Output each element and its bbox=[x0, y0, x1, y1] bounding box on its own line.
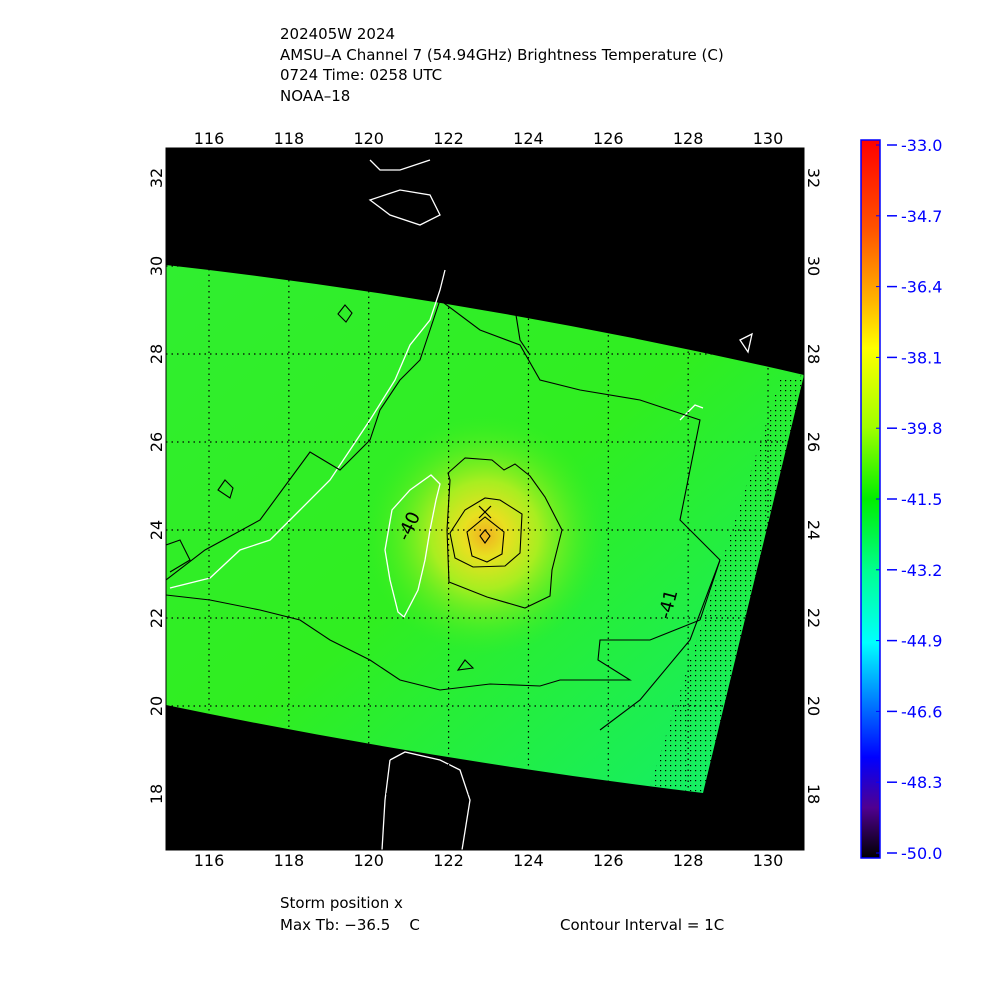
contour-closed-small-2 bbox=[456, 659, 475, 671]
lon-tick-bottom: 128 bbox=[673, 851, 704, 870]
lat-tick-left: 22 bbox=[147, 608, 166, 628]
lat-tick-left: 26 bbox=[147, 432, 166, 452]
storm-position-marker bbox=[478, 505, 492, 519]
contour-segment-2 bbox=[515, 314, 531, 356]
map-plot: -40 -41 bbox=[166, 148, 804, 850]
colorbar-label: -50.0 bbox=[901, 844, 942, 863]
lon-tick-top: 120 bbox=[353, 129, 384, 148]
colorbar-label: -43.2 bbox=[901, 561, 942, 580]
colorbar-label: -36.4 bbox=[901, 278, 942, 297]
contour-segment bbox=[166, 539, 191, 573]
colorbar-ticks: -33.0 -34.7 -36.4 -38.1 -39.8 -41.5 -43.2 -44.9… bbox=[876, 136, 942, 863]
lat-tick-right: 18 bbox=[804, 784, 823, 804]
lon-tick-top: 126 bbox=[593, 129, 624, 148]
colorbar-label: -38.1 bbox=[901, 348, 942, 367]
lon-tick-top: 124 bbox=[513, 129, 544, 148]
lon-tick-bottom: 130 bbox=[753, 851, 784, 870]
title-time: 0724 Time: 0258 UTC bbox=[280, 66, 442, 84]
lon-tick-bottom: 122 bbox=[433, 851, 464, 870]
colorbar-label: -41.5 bbox=[901, 490, 942, 509]
title-channel: AMSU–A Channel 7 (54.94GHz) Brightness T… bbox=[280, 46, 724, 64]
contour-minus-40 bbox=[166, 299, 721, 691]
colorbar-label: -33.0 bbox=[901, 136, 942, 155]
lat-tick-left: 18 bbox=[147, 784, 166, 804]
lon-tick-top: 130 bbox=[753, 129, 784, 148]
warm-core-shading bbox=[166, 265, 804, 793]
lat-tick-right: 32 bbox=[804, 168, 823, 188]
lat-tick-right: 22 bbox=[804, 608, 823, 628]
lat-tick-left: 30 bbox=[147, 256, 166, 276]
contour-minus-41 bbox=[599, 559, 721, 731]
map-frame bbox=[165, 147, 805, 851]
colorbar-label: -39.8 bbox=[901, 419, 942, 438]
title-satellite: NOAA–18 bbox=[280, 87, 350, 105]
coastlines bbox=[169, 159, 753, 850]
lon-tick-bottom: 120 bbox=[353, 851, 384, 870]
lon-tick-bottom: 116 bbox=[194, 851, 225, 870]
lat-tick-left: 32 bbox=[147, 168, 166, 188]
colorbar-label: -44.9 bbox=[901, 632, 942, 651]
contour-closed-small bbox=[337, 304, 353, 323]
contours bbox=[166, 299, 721, 731]
lon-tick-bottom: 126 bbox=[593, 851, 624, 870]
axis-tick-labels: 116 116 118 118 120 120 122 122 124 124 126 126 128 1… bbox=[147, 129, 823, 870]
max-tb-label: Max Tb: −36.5 C bbox=[280, 916, 420, 934]
colorbar-label: -34.7 bbox=[901, 207, 942, 226]
colorbar-label: -48.3 bbox=[901, 773, 942, 792]
contour-closed-small-3 bbox=[217, 479, 234, 499]
colorbar-label: -46.6 bbox=[901, 702, 942, 721]
lat-tick-left: 20 bbox=[147, 696, 166, 716]
lon-tick-bottom: 124 bbox=[513, 851, 544, 870]
lat-tick-right: 30 bbox=[804, 256, 823, 276]
title-storm-id: 202405W 2024 bbox=[280, 25, 395, 43]
lon-tick-bottom: 118 bbox=[274, 851, 305, 870]
lat-tick-left: 28 bbox=[147, 344, 166, 364]
contour-4 bbox=[446, 457, 563, 609]
graticule bbox=[166, 148, 804, 850]
lon-tick-top: 128 bbox=[673, 129, 704, 148]
lat-tick-right: 28 bbox=[804, 344, 823, 364]
lat-tick-right: 20 bbox=[804, 696, 823, 716]
lon-tick-top: 122 bbox=[433, 129, 464, 148]
contour-3 bbox=[449, 497, 523, 568]
lon-tick-top: 116 bbox=[194, 129, 225, 148]
contour-interval-label: Contour Interval = 1C bbox=[560, 916, 724, 934]
contour-2 bbox=[466, 516, 505, 563]
lon-tick-top: 118 bbox=[274, 129, 305, 148]
storm-position-label: Storm position x bbox=[280, 894, 403, 912]
lat-tick-right: 24 bbox=[804, 520, 823, 540]
lat-tick-right: 26 bbox=[804, 432, 823, 452]
contour-inner bbox=[479, 529, 491, 544]
lat-tick-left: 24 bbox=[147, 520, 166, 540]
